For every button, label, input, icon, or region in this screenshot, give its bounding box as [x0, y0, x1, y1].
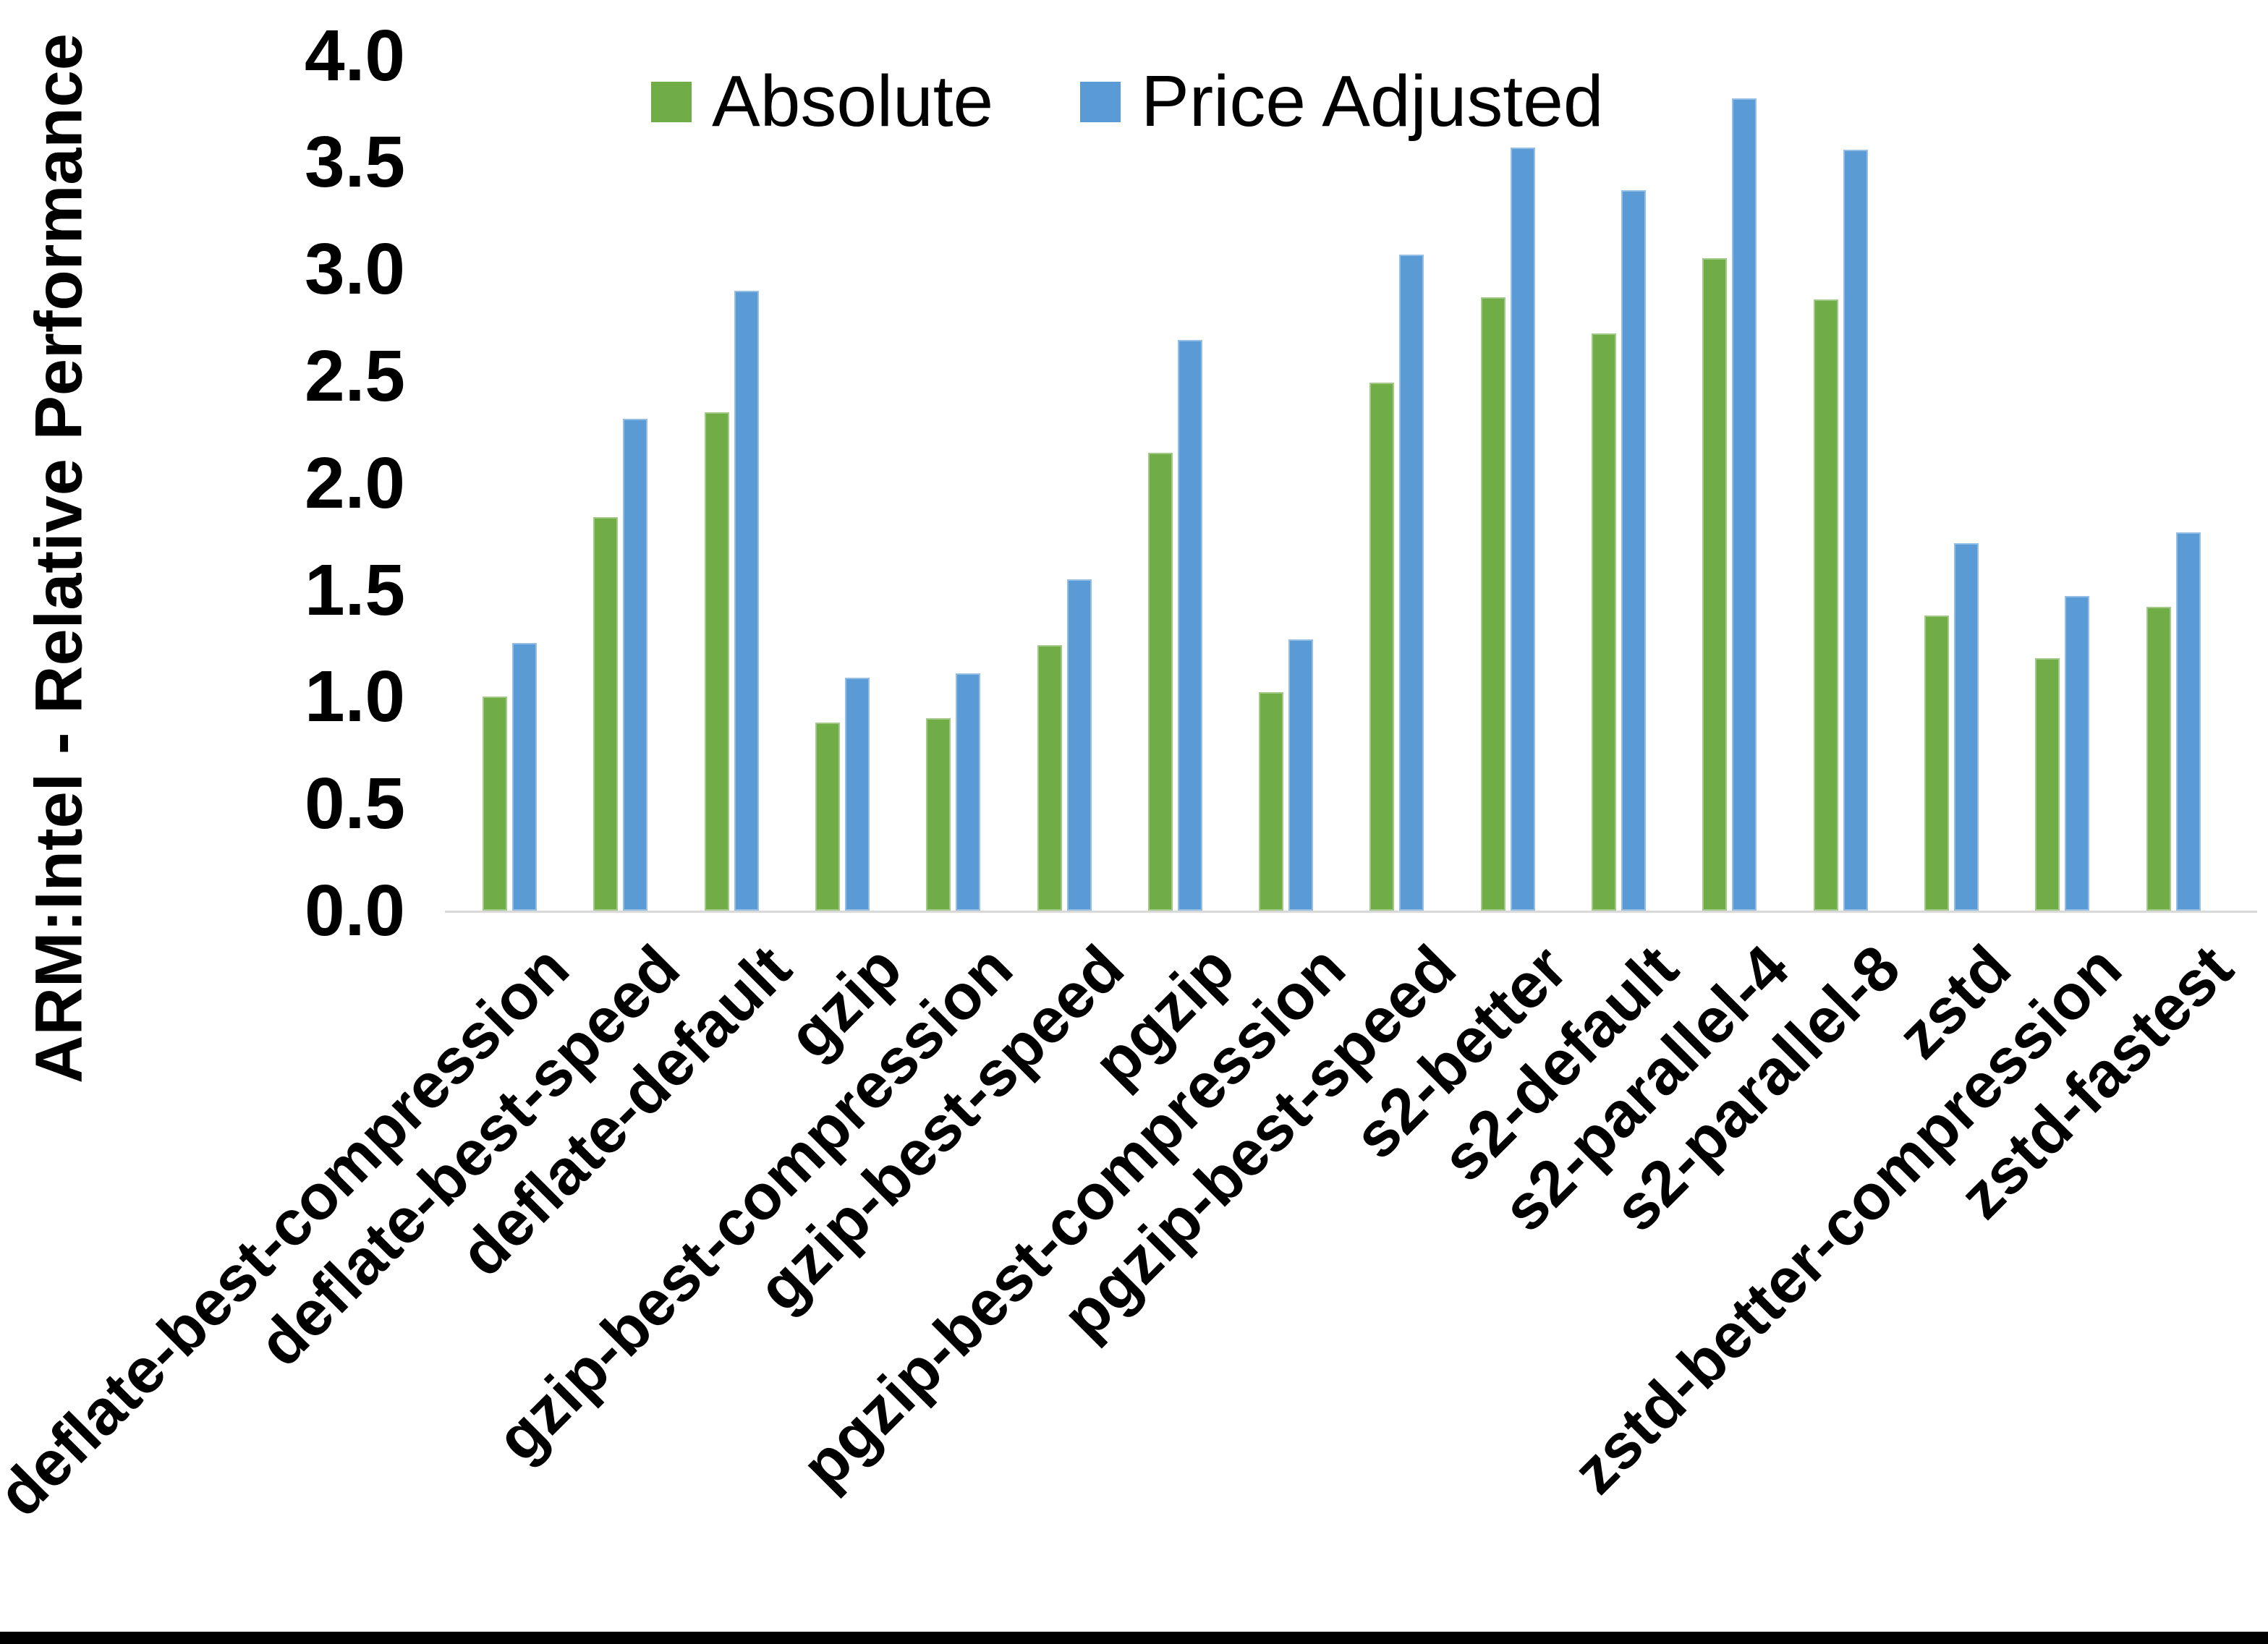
- bar-price-adjusted-s2-parallel-8: [1843, 150, 1868, 911]
- y-tick-3.0: 3.0: [304, 229, 405, 310]
- bar-absolute-deflate-best-compression: [483, 697, 507, 911]
- legend: Absolute Price Adjusted: [651, 64, 1603, 140]
- legend-swatch-absolute: [651, 81, 692, 122]
- bar-price-adjusted-gzip-best-speed: [1067, 579, 1092, 911]
- y-tick-1.5: 1.5: [304, 550, 405, 631]
- bar-price-adjusted-pgzip-best-speed: [1399, 255, 1424, 911]
- y-tick-2.0: 2.0: [304, 443, 405, 524]
- legend-label-price-adjusted: Price Adjusted: [1141, 61, 1604, 142]
- legend-item-absolute: Absolute: [651, 64, 993, 140]
- bar-price-adjusted-deflate-best-compression: [512, 643, 537, 911]
- y-tick-3.5: 3.5: [304, 122, 405, 203]
- bar-price-adjusted-pgzip-best-compression: [1288, 639, 1313, 911]
- y-tick-1.0: 1.0: [304, 656, 405, 737]
- bar-absolute-zstd: [1924, 616, 1949, 911]
- bar-absolute-s2-better: [1481, 297, 1505, 911]
- bar-price-adjusted-zstd-better-compression: [2065, 596, 2089, 911]
- bar-absolute-gzip: [815, 723, 840, 911]
- bar-price-adjusted-pgzip: [1178, 340, 1202, 911]
- bar-absolute-pgzip-best-speed: [1369, 383, 1394, 911]
- y-tick-0.5: 0.5: [304, 763, 405, 844]
- bar-absolute-zstd-better-compression: [2035, 658, 2060, 911]
- bar-price-adjusted-s2-parallel-4: [1732, 98, 1757, 911]
- y-tick-4.0: 4.0: [304, 15, 405, 96]
- y-axis-title: ARM:Intel - Relative Performance: [22, 33, 96, 1083]
- bar-price-adjusted-gzip-best-compression: [956, 673, 980, 911]
- x-axis-line: [445, 911, 2257, 913]
- bar-absolute-s2-default: [1592, 333, 1616, 911]
- bar-price-adjusted-s2-better: [1511, 148, 1535, 911]
- bar-absolute-pgzip: [1148, 453, 1173, 911]
- bar-absolute-s2-parallel-4: [1702, 258, 1727, 911]
- y-tick-0.0: 0.0: [304, 870, 405, 951]
- y-tick-2.5: 2.5: [304, 336, 405, 417]
- bar-price-adjusted-gzip: [845, 678, 870, 911]
- legend-swatch-price-adjusted: [1080, 81, 1121, 122]
- bar-price-adjusted-deflate-best-speed: [623, 419, 647, 911]
- bar-absolute-zstd-fastest: [2146, 607, 2171, 911]
- bar-price-adjusted-zstd: [1954, 543, 1979, 911]
- bar-absolute-s2-parallel-8: [1814, 299, 1838, 911]
- legend-label-absolute: Absolute: [712, 61, 994, 142]
- bar-price-adjusted-s2-default: [1621, 190, 1646, 911]
- bar-price-adjusted-deflate-default: [734, 291, 759, 911]
- bar-absolute-pgzip-best-compression: [1259, 692, 1283, 911]
- bar-absolute-gzip-best-speed: [1037, 645, 1062, 911]
- bar-absolute-deflate-best-speed: [593, 517, 618, 911]
- legend-item-price-adjusted: Price Adjusted: [1080, 64, 1603, 140]
- bottom-border-bar: [0, 1632, 2268, 1644]
- bar-absolute-deflate-default: [705, 412, 729, 911]
- bar-price-adjusted-zstd-fastest: [2176, 532, 2201, 911]
- bar-absolute-gzip-best-compression: [926, 718, 951, 911]
